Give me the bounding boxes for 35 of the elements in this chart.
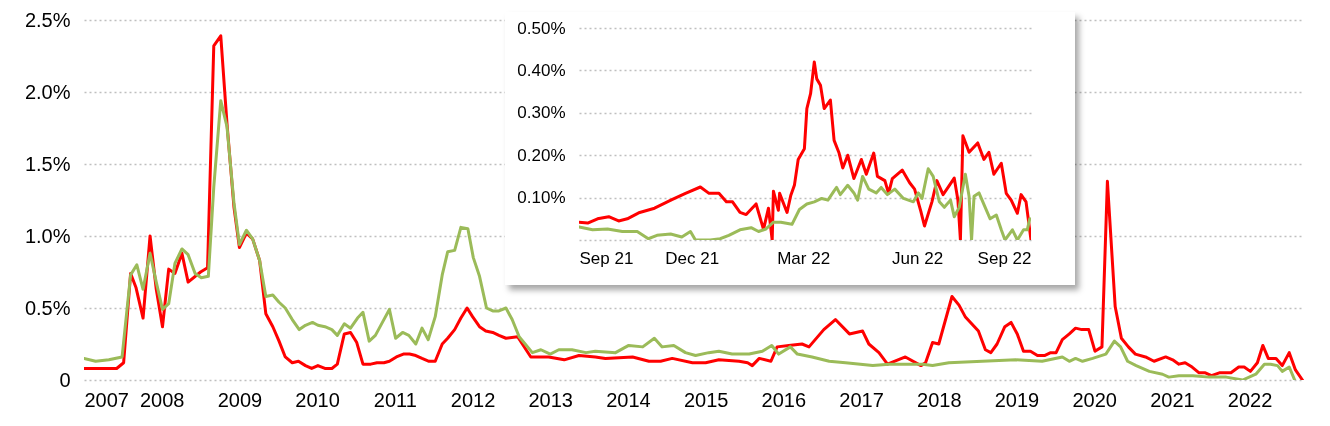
x-tick-label: 2011 [373,388,417,411]
x-tick-label: 2014 [606,388,651,411]
x-tick-label: 2019 [994,388,1040,411]
x-tick-label: 2021 [1150,388,1195,411]
x-tick-label: 2018 [917,388,962,411]
x-tick-label: Sep 21 [579,248,634,268]
y-tick-label: 0 [59,368,71,391]
y-tick-label: 0.40% [517,60,566,80]
y-tick-label: 0.20% [517,145,566,165]
x-tick-label: 2012 [450,388,496,411]
y-tick-label: 0.10% [517,188,566,208]
x-tick-label: 2015 [683,388,729,411]
line-series [579,167,1031,240]
y-tick-label: 0.5% [24,296,71,319]
x-tick-label: 2022 [1227,388,1273,411]
line-series [84,99,1297,380]
x-tick-label: 2017 [839,388,884,411]
y-tick-label: 0.50% [517,18,566,38]
x-tick-label: 2013 [528,388,573,411]
x-tick-label: 2008 [139,388,185,411]
x-tick-label: 2010 [295,388,340,411]
x-tick-label: Jun 22 [892,248,944,268]
x-tick-label: 2020 [1072,388,1117,411]
line-series [579,60,1031,240]
x-tick-label: 2016 [761,388,807,411]
y-tick-label: 1.0% [24,224,71,247]
y-tick-label: 0.30% [517,103,566,123]
y-tick-label: 2.0% [24,80,71,103]
y-tick-label: 2.5% [24,8,71,31]
x-tick-label: Mar 22 [777,248,831,268]
x-tick-label: Dec 21 [665,248,720,268]
y-tick-label: 1.5% [24,152,71,175]
x-tick-label: Sep 22 [977,248,1032,268]
x-tick-label: 2007 [84,388,129,411]
x-tick-label: 2009 [217,388,263,411]
